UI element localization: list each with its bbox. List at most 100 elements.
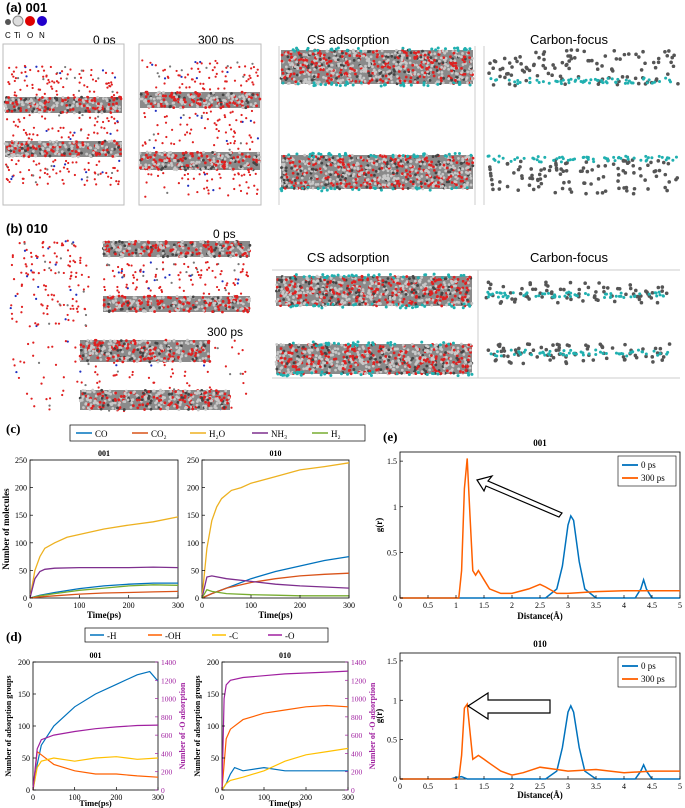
legend-atom-c-icon xyxy=(5,19,11,25)
slab-atom xyxy=(412,186,416,190)
slab-atom xyxy=(454,175,458,179)
slab-atom xyxy=(189,353,193,356)
slab-atom xyxy=(149,407,153,411)
gas-molecule xyxy=(179,123,182,126)
slab-atom xyxy=(422,60,426,64)
slab-atom xyxy=(373,62,376,66)
gas-molecule xyxy=(48,397,52,400)
slab-atom xyxy=(206,300,210,303)
gas-molecule xyxy=(235,119,238,122)
slab-atom xyxy=(316,157,320,161)
slab-atom xyxy=(75,140,78,144)
slab-atom xyxy=(225,162,229,166)
slab-atom xyxy=(290,180,294,184)
slab-atom xyxy=(121,344,125,348)
slab-atom xyxy=(106,105,110,109)
gas-molecule xyxy=(207,266,211,269)
adsorbed-atom xyxy=(513,158,517,162)
slab-atom xyxy=(194,346,198,350)
slab-atom xyxy=(111,309,115,313)
slab-atom xyxy=(452,51,456,55)
gas-molecule xyxy=(202,364,206,367)
slab-atom xyxy=(177,408,181,411)
gas-molecule xyxy=(48,175,51,178)
slab-atom xyxy=(157,392,161,396)
gas-molecule xyxy=(15,370,18,374)
slab-atom xyxy=(187,389,191,393)
slab-atom xyxy=(55,104,59,108)
gas-molecule xyxy=(244,392,248,395)
adsorbed-atom xyxy=(569,77,573,81)
gas-molecule xyxy=(55,172,58,175)
slab-atom xyxy=(163,104,167,108)
adsorbed-atom xyxy=(415,187,419,191)
slab-atom xyxy=(233,102,237,105)
gas-molecule xyxy=(256,68,259,71)
slab-atom xyxy=(348,54,352,58)
slab-atom xyxy=(369,279,373,283)
panel-a-carbon-title: Carbon-focus xyxy=(530,32,609,47)
gas-molecule xyxy=(83,168,86,171)
slab-atom xyxy=(97,141,101,144)
gas-molecule xyxy=(103,285,106,289)
gas-molecule xyxy=(202,171,206,174)
slab-atom xyxy=(211,151,214,154)
slab-atom xyxy=(253,155,256,159)
gas-molecule xyxy=(161,142,164,145)
gas-molecule xyxy=(143,112,146,115)
slab-atom xyxy=(8,144,12,148)
slab-atom xyxy=(318,57,322,61)
slab-atom xyxy=(138,151,142,155)
slab-atom xyxy=(119,339,123,342)
slab-atom xyxy=(245,93,249,96)
slab-atom xyxy=(13,108,17,112)
slab-atom xyxy=(408,277,411,281)
slab-atom xyxy=(40,110,43,114)
gas-molecule xyxy=(66,313,69,317)
slab-atom xyxy=(195,301,199,305)
slab-atom xyxy=(425,64,429,67)
slab-atom xyxy=(373,72,377,76)
gas-molecule xyxy=(46,182,49,185)
slab-atom xyxy=(453,301,457,305)
gas-molecule xyxy=(230,406,233,409)
slab-atom xyxy=(176,349,180,353)
gas-molecule xyxy=(245,142,248,145)
adsorbed-atom xyxy=(456,46,460,50)
slab-atom xyxy=(13,144,17,148)
gas-molecule xyxy=(106,86,109,89)
slab-atom xyxy=(177,164,181,167)
slab-atom xyxy=(216,296,220,300)
slab-atom xyxy=(127,307,131,311)
slab-atom xyxy=(342,180,346,184)
slab-atom xyxy=(157,399,161,402)
gas-molecule xyxy=(237,278,240,281)
slab-atom xyxy=(72,141,76,144)
adsorbed-atom xyxy=(567,78,571,82)
slab-atom xyxy=(127,240,131,244)
slab-atom xyxy=(364,70,368,73)
slab-atom xyxy=(280,68,284,72)
slab-atom xyxy=(317,73,320,76)
gas-molecule xyxy=(524,65,529,70)
slab-atom xyxy=(303,169,307,173)
gas-molecule xyxy=(57,322,61,325)
gas-molecule xyxy=(575,48,580,53)
adsorbed-atom xyxy=(456,48,460,52)
slab-atom xyxy=(156,241,160,245)
gas-molecule xyxy=(94,371,97,374)
slab-atom xyxy=(404,165,408,169)
slab-atom xyxy=(295,187,299,190)
gas-molecule xyxy=(209,110,212,113)
legend-atom-ti-icon xyxy=(12,15,24,27)
slab-atom xyxy=(152,97,156,101)
gas-molecule xyxy=(96,132,99,135)
gas-molecule xyxy=(80,69,83,72)
gas-molecule xyxy=(11,317,14,320)
slab-atom xyxy=(91,106,95,110)
gas-molecule xyxy=(180,75,183,78)
slab-atom xyxy=(337,175,341,178)
gas-molecule xyxy=(625,161,630,166)
slab-atom xyxy=(221,310,224,314)
gas-molecule xyxy=(67,161,70,165)
